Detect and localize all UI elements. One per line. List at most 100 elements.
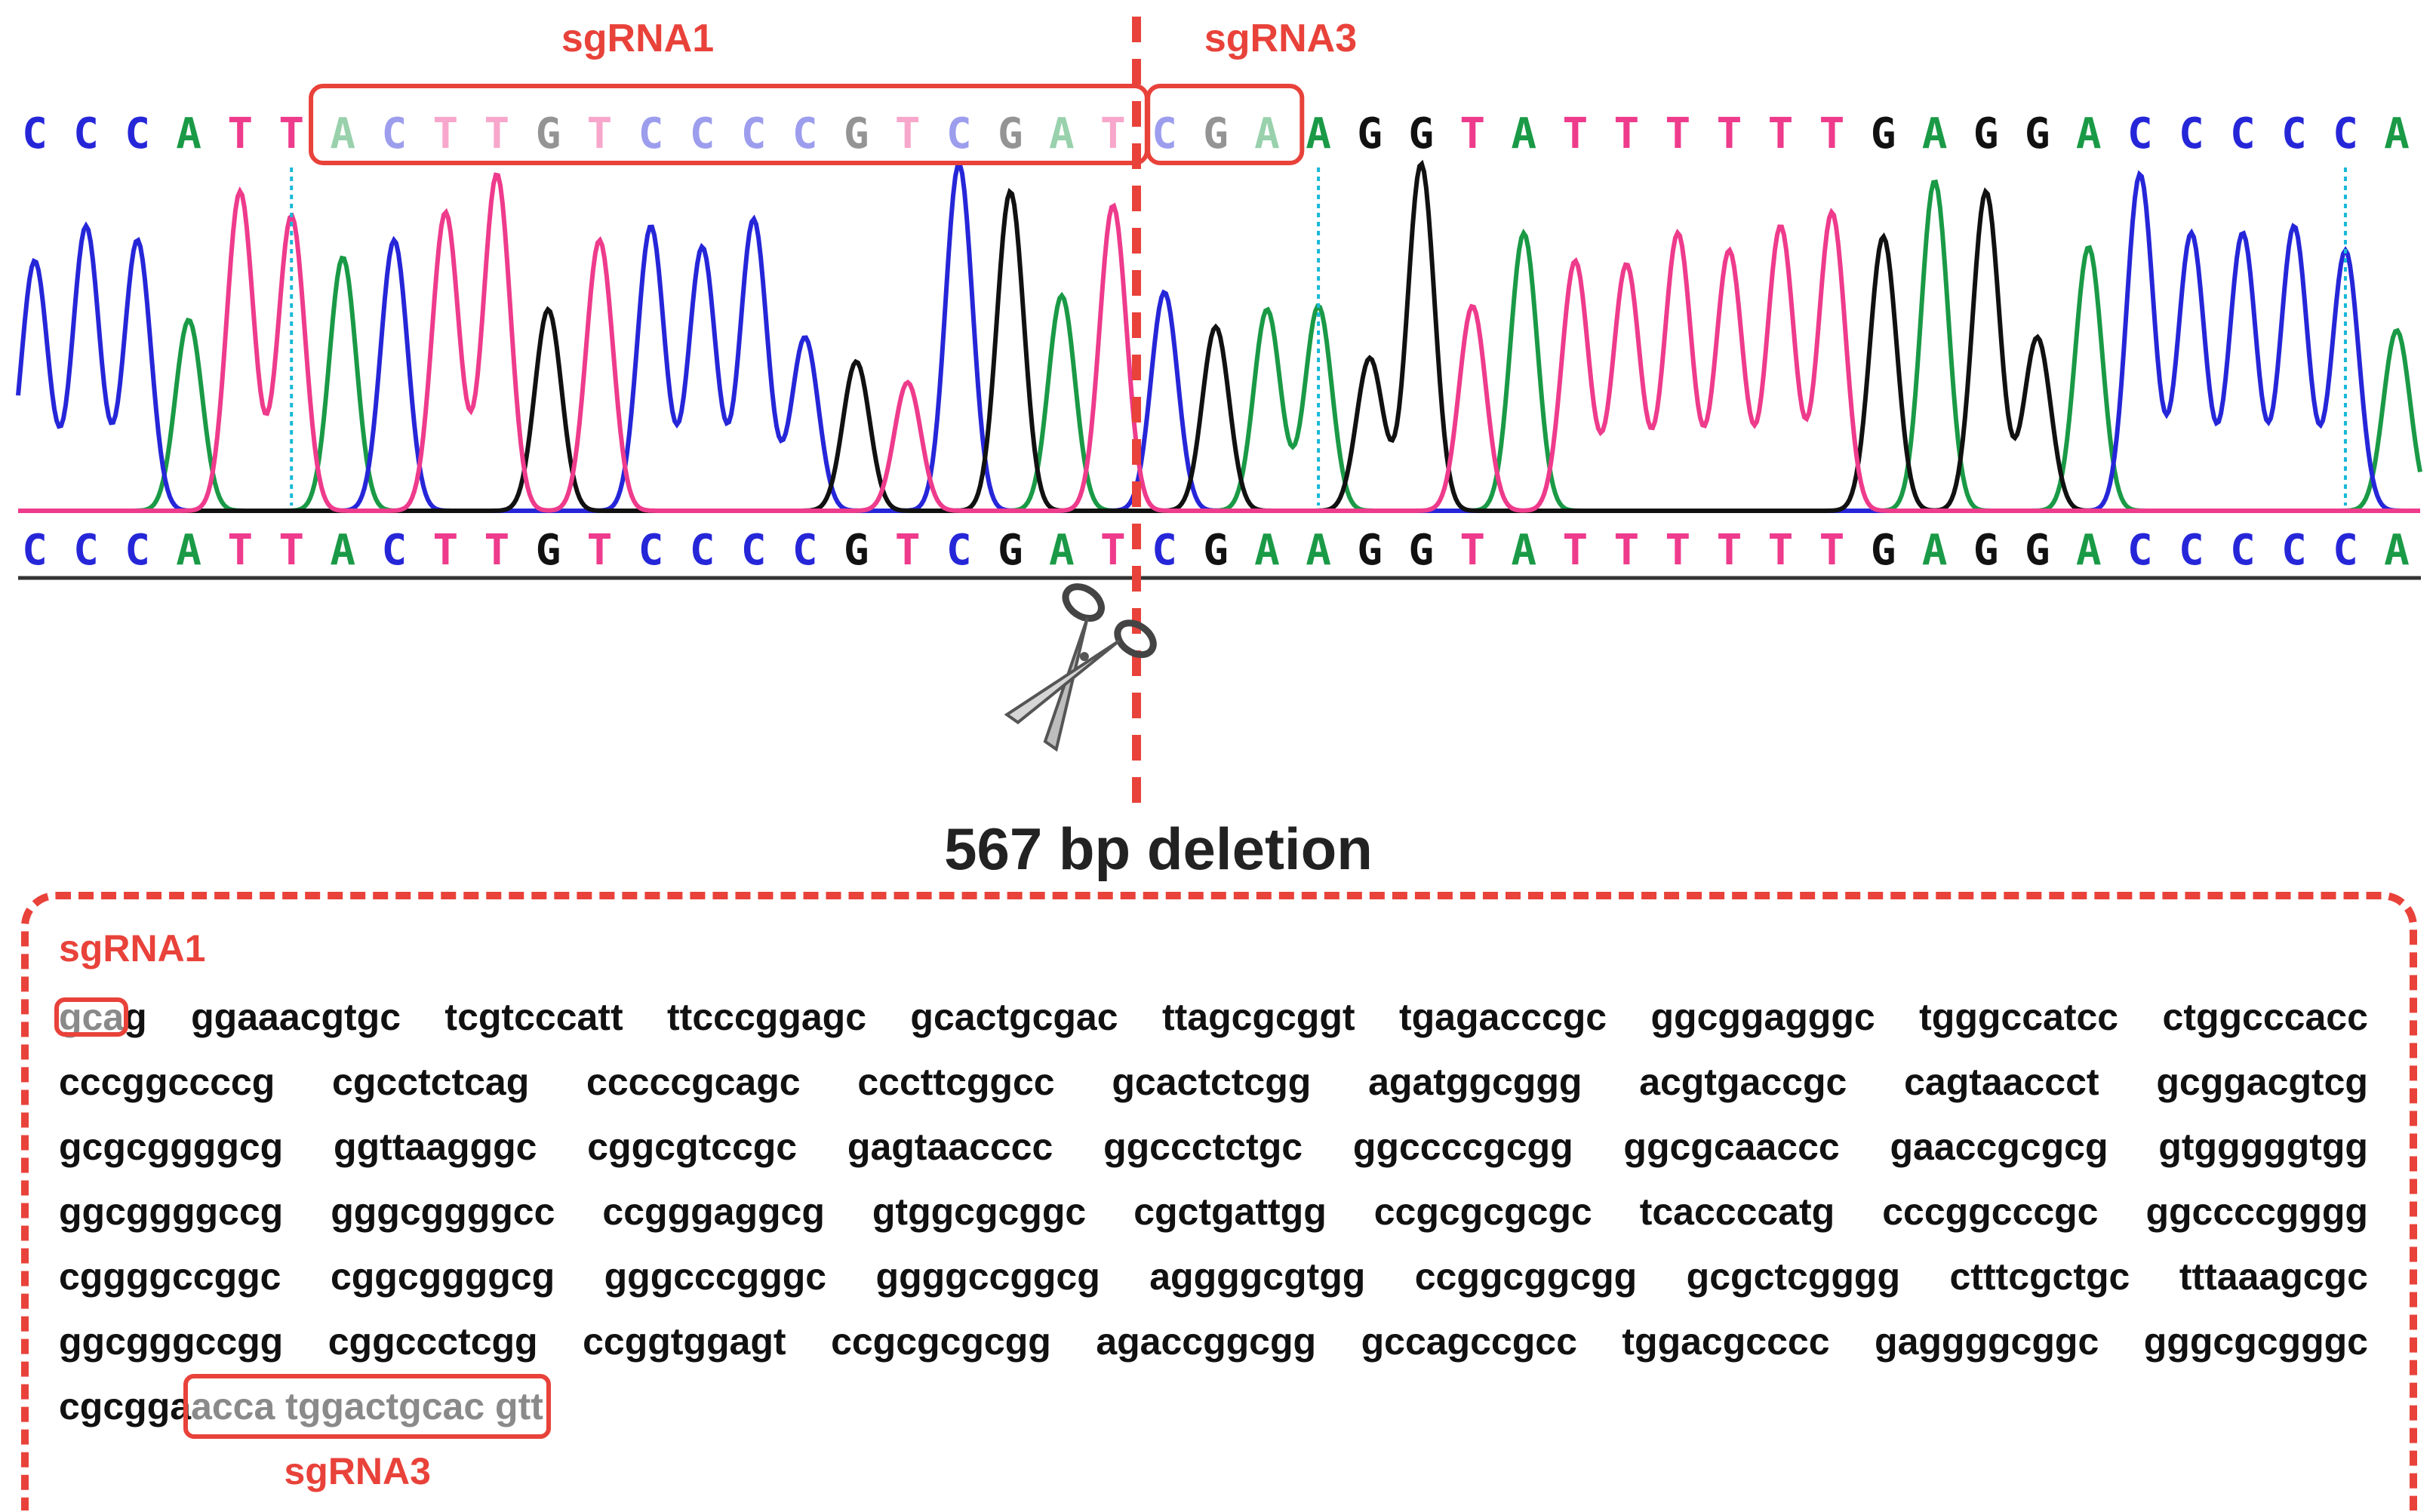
bottom-base-call: A — [176, 526, 201, 575]
top-base-call: G — [1357, 109, 1383, 158]
sequence-group: gcag — [59, 985, 147, 1049]
sequence-group: ccgcgcgcgc — [1373, 1191, 1592, 1233]
sequence-group: tttaaagcgc — [2179, 1255, 2368, 1298]
top-base-call: C — [741, 109, 767, 158]
top-base-call: A — [1922, 109, 1948, 158]
sequence-group: gcactgcgac — [910, 996, 1118, 1038]
bottom-base-call: T — [1459, 526, 1485, 575]
top-base-call: C — [2179, 109, 2204, 158]
top-base-call: T — [1819, 109, 1845, 158]
sequence-group: cccggccccg — [59, 1061, 275, 1103]
bottom-base-call: T — [1666, 526, 1691, 575]
sequence-group: ccgggaggcg — [602, 1191, 825, 1233]
top-base-call: T — [1717, 109, 1742, 158]
sequence-group: gcgcggggcg — [59, 1126, 284, 1168]
top-base-call: A — [176, 109, 201, 158]
bottom-base-call: A — [1922, 526, 1948, 575]
bottom-base-call: C — [2230, 526, 2256, 575]
bottom-base-call: A — [2384, 526, 2410, 575]
sgrna3-label: sgRNA3 — [284, 1450, 431, 1492]
bottom-base-call: C — [2333, 526, 2358, 575]
sequence-group: acgtgaccgc — [1639, 1061, 1847, 1103]
scissors-icon — [1004, 583, 1157, 752]
sequence-group: ggccctctgc — [1103, 1126, 1303, 1168]
sequence-group: tgggccatcc — [1919, 996, 2119, 1038]
top-base-call: G — [1408, 109, 1434, 158]
sequence-group: gaaccgcgcg — [1890, 1126, 2108, 1168]
top-base-call: T — [1768, 109, 1794, 158]
sequence-group: cccttcggcc — [857, 1061, 1055, 1103]
sequence-group: cggcgtccgc — [587, 1126, 798, 1168]
bottom-base-call: T — [484, 526, 510, 575]
sequence-middle-lines: cccggccccg cgcctctcag cccccgcagc cccttcggcc… — [59, 1049, 2368, 1374]
sequence-group: gcggacgtcg — [2156, 1061, 2368, 1103]
bottom-base-call: G — [844, 526, 869, 575]
bottom-base-call: T — [895, 526, 921, 575]
sequence-group: ccggcggcgg — [1414, 1255, 1638, 1298]
sequence-line: ggcgggccgg cggccctcgg ccggtggagt ccgcgcgcgg… — [59, 1309, 2368, 1374]
top-base-call: A — [1511, 109, 1536, 158]
sequence-group: gggcgcgggc — [2143, 1320, 2368, 1363]
top-base-call: A — [330, 109, 355, 158]
sequence-group: agatggcggg — [1368, 1061, 1582, 1103]
sequence-group: tgagacccgc — [1398, 996, 1607, 1038]
bottom-base-call: T — [1613, 526, 1639, 575]
top-base-call: C — [2281, 109, 2307, 158]
top-base-call: C — [2333, 109, 2358, 158]
bottom-base-call: C — [2127, 526, 2153, 575]
bottom-base-call: C — [381, 526, 407, 575]
top-base-call: C — [73, 109, 99, 158]
sgrna1-site-box — [54, 997, 129, 1037]
top-base-call: T — [432, 109, 458, 158]
top-base-call: G — [1203, 109, 1229, 158]
sequence-group: ctggcccacc — [2162, 996, 2368, 1038]
top-base-call: A — [1049, 109, 1075, 158]
bottom-base-call: T — [1819, 526, 1845, 575]
bottom-base-call: T — [1100, 526, 1126, 575]
sequence-fragment: cgcgga — [59, 1385, 192, 1427]
top-base-call: C — [638, 109, 664, 158]
sequence-group: gaggggcggc — [1875, 1320, 2099, 1363]
sgrna3-site-text: acca tggactgcac gtt — [191, 1385, 543, 1427]
sgrna1-label: sgRNA1 — [59, 927, 206, 970]
top-base-call: G — [2025, 109, 2050, 158]
bottom-base-call: C — [741, 526, 767, 575]
sequence-line: ggcggggccg gggcggggcc ccgggaggcg gtggcgcggc… — [59, 1179, 2368, 1244]
top-base-call: G — [998, 109, 1023, 158]
sgrna3-box — [1146, 84, 1305, 165]
top-base-call: G — [1973, 109, 1999, 158]
bottom-base-call: T — [227, 526, 253, 575]
bottom-base-call: T — [278, 526, 304, 575]
bottom-base-call: C — [73, 526, 99, 575]
top-base-call: T — [1459, 109, 1485, 158]
bottom-base-call: T — [1562, 526, 1588, 575]
top-base-call: C — [2127, 109, 2153, 158]
top-base-call: T — [484, 109, 510, 158]
sequence-group: ggcgggccgg — [59, 1320, 284, 1363]
sequence-line: cgcgga acca tggactgcac gtt — [59, 1374, 2368, 1439]
bottom-base-call: T — [1768, 526, 1794, 575]
bottom-base-call: A — [330, 526, 355, 575]
top-base-call: T — [1613, 109, 1639, 158]
sequence-group: gtggcgcggc — [872, 1191, 1087, 1233]
top-base-call: C — [946, 109, 972, 158]
top-base-call: T — [1666, 109, 1691, 158]
top-base-call: C — [792, 109, 818, 158]
top-base-call: A — [1254, 109, 1280, 158]
bottom-base-call: G — [1871, 526, 1896, 575]
bottom-base-call: C — [22, 526, 48, 575]
sequence-group: ccgcgcgcgg — [831, 1320, 1051, 1363]
sequence-group: gccagccgcc — [1361, 1320, 1577, 1363]
bottom-base-call: C — [2179, 526, 2204, 575]
top-base-call: T — [1100, 109, 1126, 158]
trace-t — [18, 172, 2420, 513]
bottom-base-call: G — [1203, 526, 1229, 575]
bottom-base-call: C — [125, 526, 150, 575]
top-base-call: C — [381, 109, 407, 158]
bottom-base-call: A — [1254, 526, 1280, 575]
top-base-call: T — [227, 109, 253, 158]
